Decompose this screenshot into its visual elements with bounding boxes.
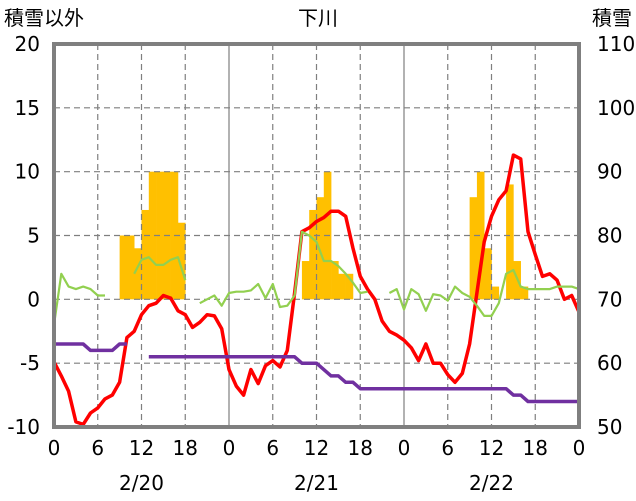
x-tick-label: 18 — [173, 436, 198, 460]
plot-frame — [52, 42, 581, 429]
right-tick-label: 50 — [597, 415, 622, 439]
x-tick-label: 18 — [523, 436, 548, 460]
precip-bar — [316, 197, 325, 300]
date-label: 2/21 — [294, 471, 339, 495]
left-tick-label: 5 — [27, 224, 40, 248]
series-line — [388, 268, 580, 317]
left-tick-label: 10 — [15, 160, 40, 184]
x-tick-label: 0 — [223, 436, 236, 460]
right-tick-label: 90 — [597, 160, 622, 184]
left-tick-label: 0 — [27, 287, 40, 311]
x-tick-label: 0 — [573, 436, 586, 460]
x-tick-label: 6 — [266, 436, 279, 460]
x-tick-label: 12 — [479, 436, 504, 460]
precip-bar — [469, 197, 478, 300]
series-line — [52, 272, 105, 326]
series-line — [54, 342, 127, 353]
x-tick-label: 0 — [398, 436, 411, 460]
chart-title: 下川 — [298, 6, 338, 30]
date-label: 2/22 — [469, 471, 514, 495]
precip-bar — [126, 235, 135, 300]
right-tick-label: 100 — [597, 96, 635, 120]
x-tick-label: 6 — [91, 436, 104, 460]
precip-bar — [148, 171, 157, 300]
series-line — [52, 153, 581, 427]
x-tick-label: 12 — [304, 436, 329, 460]
right-tick-label: 80 — [597, 224, 622, 248]
precip-bar — [331, 261, 339, 300]
precip-bar — [491, 286, 500, 300]
precip-bar — [134, 248, 142, 300]
precip-bar — [476, 171, 485, 300]
left-tick-label: -5 — [20, 351, 40, 375]
right-axis-label: 積雪 — [592, 6, 632, 30]
series-line — [199, 230, 368, 309]
x-tick-label: 12 — [129, 436, 154, 460]
right-tick-label: 70 — [597, 287, 622, 311]
date-label: 2/20 — [119, 471, 164, 495]
right-tick-label: 60 — [597, 351, 622, 375]
series-line — [133, 256, 187, 281]
precip-bar — [119, 235, 128, 300]
left-axis-label: 積雪以外 — [4, 6, 84, 30]
left-tick-label: 20 — [15, 32, 40, 56]
precip-bar — [177, 222, 186, 300]
precip-bar — [345, 273, 354, 300]
left-tick-label: -10 — [7, 415, 40, 439]
x-tick-label: 6 — [441, 436, 454, 460]
left-tick-label: 15 — [15, 96, 40, 120]
precip-bar — [141, 209, 150, 300]
x-tick-label: 18 — [348, 436, 373, 460]
series-line — [148, 355, 579, 404]
precip-bar — [309, 209, 317, 300]
precip-bar — [506, 184, 514, 300]
series-lines — [52, 153, 581, 427]
right-tick-label: 110 — [597, 32, 635, 56]
precip-bar — [484, 248, 492, 300]
precip-bar — [338, 273, 346, 300]
x-tick-label: 0 — [48, 436, 61, 460]
grid — [54, 44, 579, 427]
precip-bar — [520, 286, 529, 300]
precip-bar — [301, 261, 310, 300]
